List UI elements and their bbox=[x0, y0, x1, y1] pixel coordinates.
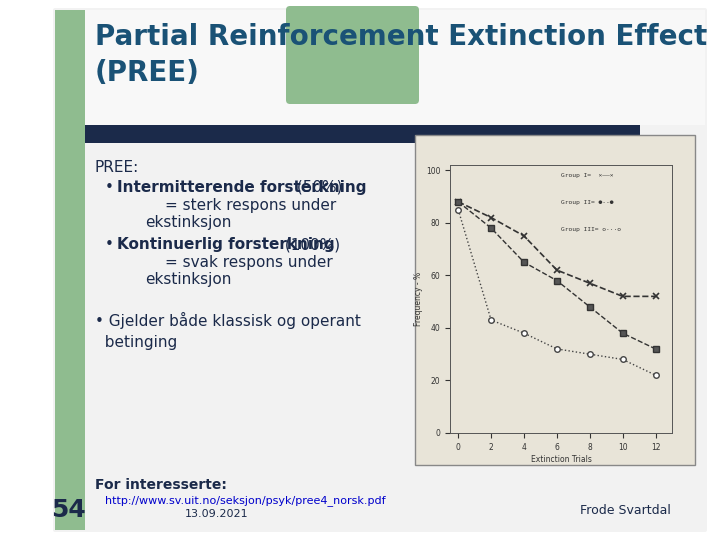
Text: http://www.sv.uit.no/seksjon/psyk/pree4_norsk.pdf: http://www.sv.uit.no/seksjon/psyk/pree4_… bbox=[105, 495, 386, 506]
Text: (100%): (100%) bbox=[280, 237, 340, 252]
FancyBboxPatch shape bbox=[503, 310, 579, 338]
Group III bbox=[520, 330, 528, 336]
Group III bbox=[651, 372, 660, 379]
Bar bbox=[85, 125, 640, 143]
Text: For interesserte:: For interesserte: bbox=[95, 478, 227, 492]
Text: Frode Svartdal: Frode Svartdal bbox=[580, 503, 670, 516]
Text: 100%: 100% bbox=[513, 315, 569, 333]
Line: Group I: Group I bbox=[455, 198, 659, 300]
Text: Kontinuerlig forsterkning: Kontinuerlig forsterkning bbox=[117, 237, 335, 252]
Bar bbox=[55, 10, 85, 530]
Line: Group III: Group III bbox=[456, 207, 658, 378]
Group I bbox=[487, 214, 495, 221]
FancyBboxPatch shape bbox=[53, 8, 707, 532]
Bar bbox=[415, 135, 695, 465]
Text: 13.09.2021: 13.09.2021 bbox=[185, 509, 248, 519]
Group I bbox=[552, 267, 561, 273]
Group III bbox=[618, 356, 627, 363]
Text: Intermitterende forsterkning: Intermitterende forsterkning bbox=[117, 180, 366, 195]
Text: ekstinksjon: ekstinksjon bbox=[145, 272, 231, 287]
Text: PREE:: PREE: bbox=[95, 160, 139, 175]
Group II bbox=[454, 199, 462, 205]
Text: = svak respons under: = svak respons under bbox=[165, 255, 333, 270]
Text: Group I=  ×——×: Group I= ×——× bbox=[561, 173, 613, 178]
Text: 54: 54 bbox=[50, 498, 86, 522]
Text: Partial Reinforcement Extinction Effect
(PREE): Partial Reinforcement Extinction Effect … bbox=[95, 23, 707, 87]
Text: = sterk respons under: = sterk respons under bbox=[165, 198, 336, 213]
Text: •: • bbox=[105, 237, 119, 252]
Text: ekstinksjon: ekstinksjon bbox=[145, 215, 231, 230]
Group II bbox=[618, 330, 627, 336]
Bar bbox=[85, 10, 705, 125]
Text: •: • bbox=[105, 180, 119, 195]
Text: • Gjelder både klassisk og operant
  betinging: • Gjelder både klassisk og operant betin… bbox=[95, 312, 361, 350]
Group II bbox=[487, 225, 495, 231]
FancyBboxPatch shape bbox=[580, 246, 642, 274]
Group I bbox=[585, 280, 594, 287]
Group III bbox=[552, 346, 561, 352]
Group I bbox=[651, 293, 660, 300]
Y-axis label: Frequency - %: Frequency - % bbox=[414, 272, 423, 326]
Text: Group III= o···o: Group III= o···o bbox=[561, 227, 621, 232]
Group III bbox=[487, 317, 495, 323]
Text: (50%): (50%) bbox=[292, 180, 343, 195]
Group III bbox=[454, 206, 462, 213]
Text: Group II= ●--●: Group II= ●--● bbox=[561, 200, 613, 205]
Group II bbox=[520, 259, 528, 266]
Group II bbox=[651, 346, 660, 352]
Group III bbox=[585, 351, 594, 357]
FancyBboxPatch shape bbox=[286, 6, 419, 104]
Group II bbox=[585, 303, 594, 310]
Group I bbox=[520, 233, 528, 239]
X-axis label: Extinction Trials: Extinction Trials bbox=[531, 455, 591, 463]
Group II bbox=[552, 278, 561, 284]
Group I bbox=[454, 199, 462, 205]
Text: 50%: 50% bbox=[590, 251, 633, 269]
Group I bbox=[618, 293, 627, 300]
Line: Group II: Group II bbox=[456, 199, 658, 352]
